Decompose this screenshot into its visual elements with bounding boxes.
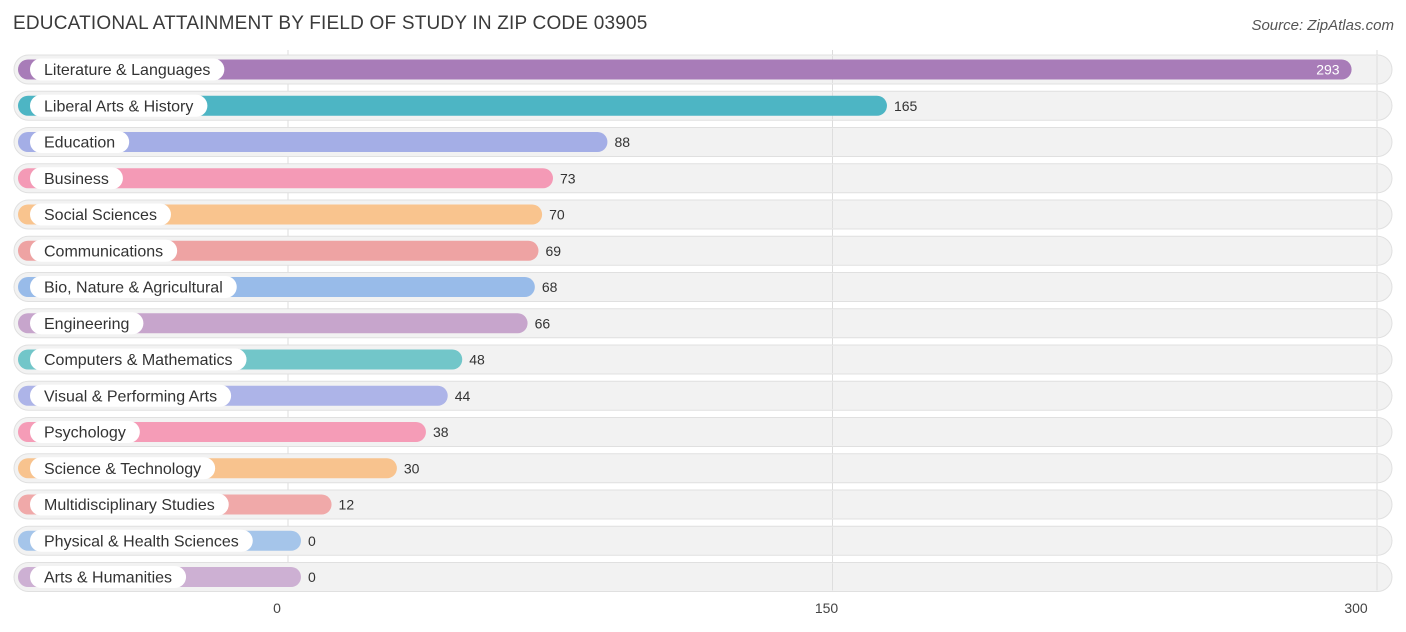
bar-row-bio-nature-and-agricultural: Bio, Nature & Agricultural 68: [13, 272, 1393, 302]
value-label-science-and-technology: 30: [404, 460, 420, 476]
x-axis-ticks: 0 150 300: [273, 600, 1368, 616]
category-label-science-and-technology: Science & Technology: [44, 461, 201, 478]
category-label-literature-and-languages: Literature & Languages: [44, 62, 210, 79]
bar-row-literature-and-languages: Literature & Languages 293: [13, 54, 1393, 85]
category-label-communications: Communications: [44, 243, 163, 260]
bar-rows: Literature & Languages 293 Liberal Arts & …: [13, 54, 1393, 592]
category-label-psychology: Psychology: [44, 425, 126, 442]
bar-track: [13, 525, 1393, 556]
category-label-social-sciences: Social Sciences: [44, 207, 157, 224]
category-label-pill: [30, 348, 247, 371]
category-label-computers-and-mathematics: Computers & Mathematics: [44, 352, 233, 369]
category-label-pill: [30, 203, 171, 226]
bar-row-science-and-technology: Science & Technology 30: [13, 453, 1393, 484]
bar-row-liberal-arts-and-history: Liberal Arts & History 165: [13, 90, 1393, 121]
value-label-arts-and-humanities: 0: [308, 569, 316, 585]
category-label-pill: [30, 566, 187, 588]
bar-row-computers-and-mathematics: Computers & Mathematics 48: [13, 344, 1393, 375]
tick-label-300: 300: [1344, 600, 1368, 616]
value-label-social-sciences: 70: [549, 207, 565, 223]
value-label-business: 73: [560, 170, 576, 186]
category-label-multidisciplinary-studies: Multidisciplinary Studies: [44, 497, 215, 514]
bar-row-communications: Communications 69: [13, 235, 1393, 266]
category-label-pill: [30, 493, 229, 516]
bar-education: [18, 132, 608, 152]
category-label-education: Education: [44, 135, 115, 152]
bar-track: [13, 562, 1393, 592]
category-label-business: Business: [44, 171, 109, 188]
category-label-physical-and-health-sciences: Physical & Health Sciences: [44, 533, 239, 550]
category-label-pill: [30, 276, 237, 298]
bar-row-arts-and-humanities: Arts & Humanities 0: [13, 562, 1393, 592]
category-label-pill: [30, 131, 130, 153]
category-label-liberal-arts-and-history: Liberal Arts & History: [44, 98, 193, 115]
value-label-education: 88: [614, 134, 630, 150]
value-label-bio-nature-and-agricultural: 68: [542, 279, 558, 295]
value-label-physical-and-health-sciences: 0: [308, 533, 316, 549]
category-label-pill: [30, 167, 123, 190]
bar-liberal-arts-and-history: [18, 95, 887, 116]
category-label-visual-and-performing-arts: Visual & Performing Arts: [44, 388, 217, 405]
source-credit: Source: ZipAtlas.com: [1251, 17, 1394, 34]
category-label-pill: [30, 529, 253, 552]
chart-title: EDUCATIONAL ATTAINMENT BY FIELD OF STUDY…: [13, 13, 648, 34]
category-label-pill: [30, 58, 225, 81]
bar-row-business: Business 73: [13, 163, 1393, 194]
value-label-computers-and-mathematics: 48: [469, 352, 485, 368]
bar-row-visual-and-performing-arts: Visual & Performing Arts 44: [13, 380, 1393, 411]
value-label-engineering: 66: [535, 315, 551, 331]
category-label-engineering: Engineering: [44, 316, 129, 333]
bar-track: [13, 489, 1393, 520]
value-label-communications: 69: [545, 243, 561, 259]
tick-label-150: 150: [815, 600, 839, 616]
bar-row-education: Education 88: [13, 127, 1393, 157]
category-label-arts-and-humanities: Arts & Humanities: [44, 570, 172, 587]
category-label-pill: [30, 384, 232, 407]
category-label-pill: [30, 312, 144, 335]
value-label-multidisciplinary-studies: 12: [339, 497, 355, 513]
bar-engineering: [18, 313, 528, 334]
value-label-liberal-arts-and-history: 165: [894, 98, 918, 114]
category-label-pill: [30, 94, 208, 117]
category-label-pill: [30, 239, 178, 262]
value-label-literature-and-languages: 293: [1316, 62, 1340, 78]
category-label-pill: [30, 421, 140, 443]
bar-literature-and-languages: [18, 59, 1352, 80]
category-label-pill: [30, 457, 216, 480]
bar-row-social-sciences: Social Sciences 70: [13, 199, 1393, 230]
value-label-visual-and-performing-arts: 44: [455, 388, 471, 404]
tick-label-0: 0: [273, 600, 281, 616]
value-label-psychology: 38: [433, 424, 449, 440]
category-label-bio-nature-and-agricultural: Bio, Nature & Agricultural: [44, 280, 223, 297]
bar-row-multidisciplinary-studies: Multidisciplinary Studies 12: [13, 489, 1393, 520]
bar-row-physical-and-health-sciences: Physical & Health Sciences 0: [13, 525, 1393, 556]
bar-row-engineering: Engineering 66: [13, 308, 1393, 339]
bar-business: [18, 168, 553, 189]
bar-row-psychology: Psychology 38: [13, 417, 1393, 447]
